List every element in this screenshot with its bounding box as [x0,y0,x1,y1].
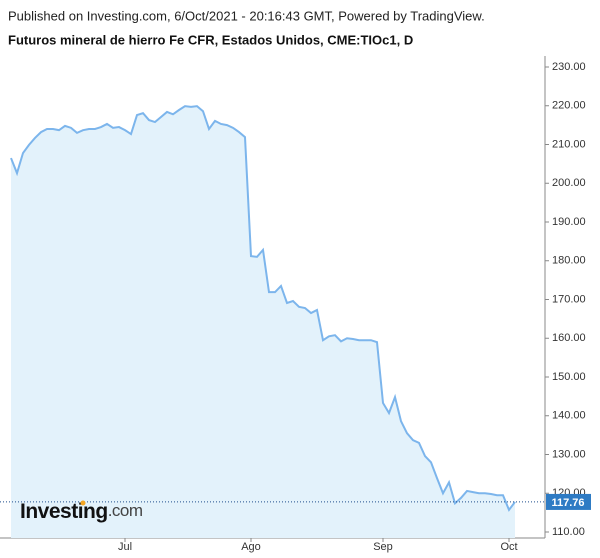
area-fill [11,106,515,538]
published-note: Published on Investing.com, 6/Oct/2021 -… [8,8,485,23]
logo-suffix: .com [108,501,143,520]
y-tick-label: 150.00 [552,371,586,383]
y-tick-label: 220.00 [552,100,586,112]
x-tick-label: Oct [500,541,517,553]
x-tick-label: Sep [373,541,393,553]
y-tick-label: 230.00 [552,61,586,73]
logo-dot [80,500,86,506]
last-value-label: 117.76 [551,497,584,509]
y-tick-label: 180.00 [552,255,586,267]
y-tick-label: 170.00 [552,293,586,305]
y-tick-label: 110.00 [552,526,585,538]
last-value-box [546,493,591,510]
chart-title: Futuros mineral de hierro Fe CFR, Estado… [8,32,413,47]
price-line [10,105,516,512]
y-tick-label: 190.00 [552,216,586,228]
y-tick-label: 160.00 [552,332,586,344]
x-tick-label: Ago [241,541,261,553]
y-tick-label: 140.00 [552,410,586,422]
y-tick-label: 200.00 [552,177,586,189]
x-tick-label: Jul [118,541,132,553]
logo-main: Investing [20,500,108,523]
y-tick-label: 130.00 [552,448,586,460]
y-tick-label: 210.00 [552,138,586,150]
logo: Investing.com [20,500,143,523]
